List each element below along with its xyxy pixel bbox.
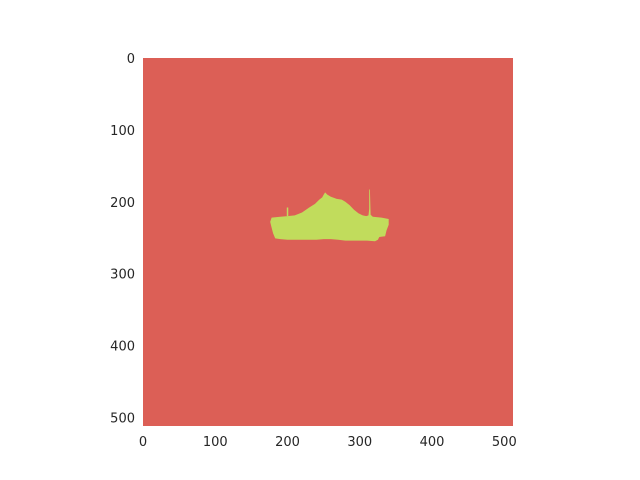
x-tick-label: 0 (139, 435, 147, 450)
background-class-region (143, 58, 513, 426)
x-axis: 0 100 200 300 400 500 (139, 435, 517, 450)
y-tick-label: 500 (110, 411, 135, 426)
y-axis: 0 100 200 300 400 500 (110, 52, 135, 426)
x-tick-label: 100 (203, 435, 228, 450)
y-tick-label: 300 (110, 268, 135, 283)
x-tick-label: 200 (275, 435, 300, 450)
object-class-region (270, 189, 389, 242)
y-tick-label: 400 (110, 340, 135, 355)
x-tick-label: 500 (492, 435, 517, 450)
y-tick-label: 0 (127, 52, 135, 67)
x-tick-label: 400 (420, 435, 445, 450)
y-tick-label: 100 (110, 124, 135, 139)
plot-area (143, 58, 513, 426)
x-tick-label: 300 (347, 435, 372, 450)
y-tick-label: 200 (110, 196, 135, 211)
